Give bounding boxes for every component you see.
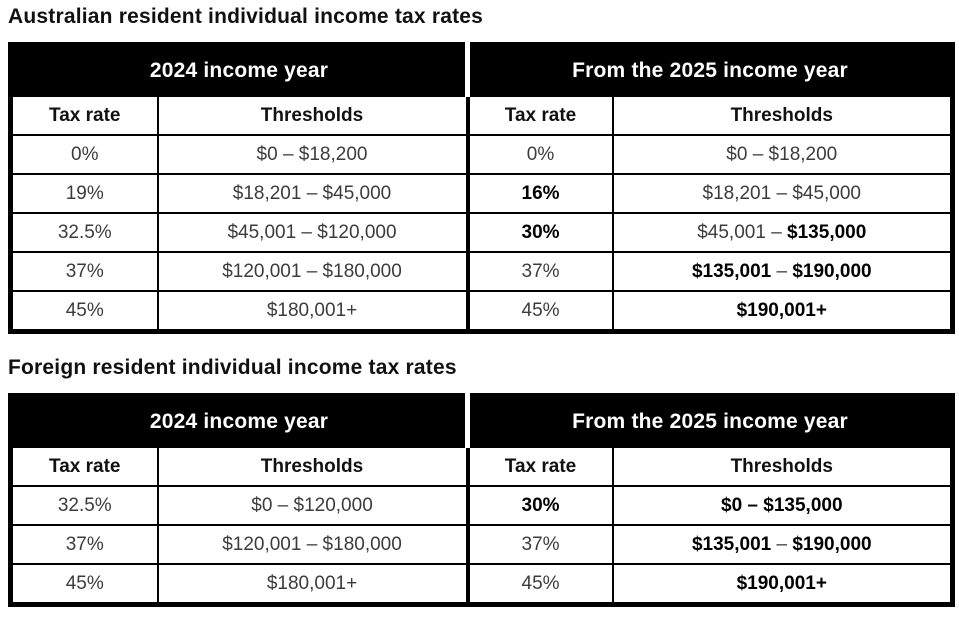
tax-rate-cell: 0% [465,134,614,175]
threshold-text: $120,001 – $180,000 [222,260,402,282]
rate-text: 45% [65,299,104,321]
column-header-tax-rate: Tax rate [465,446,614,487]
thresholds-cell: $45,001 – $120,000 [156,212,469,253]
tax-rate-cell: 0% [9,134,159,175]
group-header-2025: From the 2025 income year [465,44,953,96]
column-header-thresholds: Thresholds [156,446,469,487]
threshold-text: $180,001+ [266,572,358,594]
rate-text: 45% [521,572,560,594]
threshold-text: – [771,533,793,555]
tax-rate-cell: 45% [9,563,159,606]
threshold-text: $190,001+ [736,572,827,594]
table-row: 32.5% $45,001 – $120,000 30% $45,001 – $… [9,212,954,253]
column-header-thresholds: Thresholds [611,95,954,136]
rate-text: 0% [71,143,99,165]
rate-text: 16% [521,182,560,204]
threshold-text: $190,000 [792,260,872,282]
column-header-tax-rate: Tax rate [9,446,159,487]
thresholds-cell: $18,201 – $45,000 [156,173,469,214]
rate-text: 37% [521,533,560,555]
tax-rate-cell: 37% [465,524,614,565]
table-row: 37% $120,001 – $180,000 37% $135,001 – $… [9,251,954,292]
table-row: 19% $18,201 – $45,000 16% $18,201 – $45,… [9,173,954,214]
threshold-text: – [771,260,793,282]
thresholds-cell: $135,001 – $190,000 [611,251,954,292]
group-header-row: 2024 income year From the 2025 income ye… [10,395,953,447]
rate-text: 45% [521,299,560,321]
threshold-text: $18,201 – $45,000 [702,182,862,204]
column-header-thresholds: Thresholds [156,95,469,136]
threshold-text: $190,000 [792,533,872,555]
thresholds-cell: $180,001+ [156,290,469,333]
rate-text: 37% [65,260,104,282]
thresholds-cell: $0 – $18,200 [156,134,469,175]
tax-rate-cell: 32.5% [9,212,159,253]
group-header-2025: From the 2025 income year [465,395,953,447]
rate-text: 37% [65,533,104,555]
threshold-text: $135,001 [691,533,772,555]
table-row: 45% $180,001+ 45% $190,001+ [9,290,954,333]
column-header-row: Tax rate Thresholds Tax rate Thresholds [9,446,954,487]
tax-rate-cell: 45% [465,563,614,606]
group-header-row: 2024 income year From the 2025 income ye… [10,44,953,96]
rate-text: 0% [526,143,555,165]
tax-rate-cell: 37% [9,524,159,565]
threshold-text: $190,001+ [736,299,827,321]
table-row: 45% $180,001+ 45% $190,001+ [9,563,954,606]
thresholds-cell: $0 – $18,200 [611,134,954,175]
rate-text: 45% [65,572,104,594]
thresholds-cell: $0 – $120,000 [156,485,469,526]
thresholds-cell: $120,001 – $180,000 [156,251,469,292]
tax-rate-cell: 37% [9,251,159,292]
thresholds-cell: $135,001 – $190,000 [611,524,954,565]
threshold-text: $135,000 [787,221,867,243]
tax-rate-cell: 45% [465,290,614,333]
threshold-text: $135,001 [691,260,772,282]
thresholds-cell: $18,201 – $45,000 [611,173,954,214]
australian-resident-tax-table: 2024 income year From the 2025 income ye… [8,42,956,334]
rate-text: 32.5% [57,221,112,243]
tax-rate-cell: 19% [9,173,159,214]
rate-text: 19% [65,182,104,204]
threshold-text: $0 – $120,000 [251,494,373,516]
group-header-2024: 2024 income year [10,395,468,447]
table-row: 0% $0 – $18,200 0% $0 – $18,200 [9,134,954,175]
tax-rate-cell: 45% [9,290,159,333]
section-title-foreign-resident: Foreign resident individual income tax r… [8,356,457,379]
thresholds-cell: $190,001+ [611,563,954,606]
tax-rate-cell: 30% [465,485,614,526]
threshold-text: $45,001 – $120,000 [227,221,397,243]
rate-text: 30% [521,494,560,516]
tax-rate-cell: 30% [465,212,614,253]
threshold-text: $45,001 – [697,221,788,243]
thresholds-cell: $45,001 – $135,000 [611,212,954,253]
threshold-text: $120,001 – $180,000 [222,533,402,555]
tax-rate-cell: 37% [465,251,614,292]
foreign-resident-tax-table: 2024 income year From the 2025 income ye… [8,393,956,607]
threshold-text: $18,201 – $45,000 [232,182,392,204]
tax-rate-cell: 32.5% [9,485,159,526]
table-row: 32.5% $0 – $120,000 30% $0 – $135,000 [9,485,954,526]
threshold-text: $0 – $18,200 [726,143,838,165]
thresholds-cell: $0 – $135,000 [611,485,954,526]
column-header-thresholds: Thresholds [611,446,954,487]
tax-rate-cell: 16% [465,173,614,214]
column-header-tax-rate: Tax rate [9,95,159,136]
column-header-row: Tax rate Thresholds Tax rate Thresholds [9,95,954,136]
thresholds-cell: $180,001+ [156,563,469,606]
table-row: 37% $120,001 – $180,000 37% $135,001 – $… [9,524,954,565]
threshold-text: $180,001+ [266,299,358,321]
rate-text: 30% [521,221,560,243]
thresholds-cell: $120,001 – $180,000 [156,524,469,565]
section-title-australian-resident: Australian resident individual income ta… [8,5,484,28]
threshold-text: $0 – $135,000 [721,494,843,516]
rate-text: 37% [521,260,560,282]
column-header-tax-rate: Tax rate [465,95,614,136]
threshold-text: $0 – $18,200 [256,143,368,165]
rate-text: 32.5% [57,494,112,516]
group-header-2024: 2024 income year [10,44,468,96]
thresholds-cell: $190,001+ [611,290,954,333]
